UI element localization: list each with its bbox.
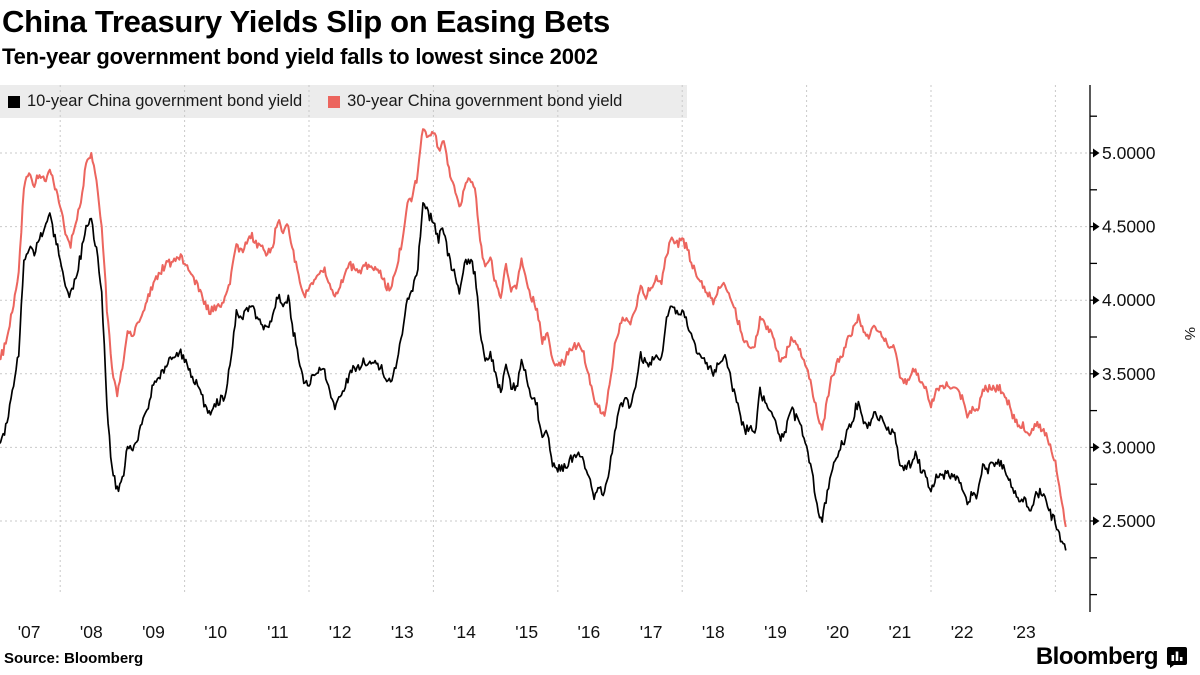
legend-label-30y: 30-year China government bond yield	[347, 92, 623, 110]
x-axis-tick-label: '21	[888, 622, 911, 642]
legend: 10-year China government bond yield 30-y…	[8, 85, 622, 118]
x-axis-tick-label: '10	[204, 622, 227, 642]
page-title: China Treasury Yields Slip on Easing Bet…	[2, 4, 610, 39]
x-axis-tick-label: '13	[391, 622, 414, 642]
legend-swatch-10y-icon	[8, 95, 20, 108]
legend-swatch-30y-icon	[328, 95, 341, 108]
source-note: Source: Bloomberg	[4, 650, 144, 667]
y-axis-tick-arrow-icon	[1093, 148, 1100, 158]
series-line-10y	[0, 201, 1067, 551]
legend-item-30y: 30-year China government bond yield	[328, 92, 622, 111]
legend-item-10y: 10-year China government bond yield	[8, 92, 302, 111]
x-axis-tick-label: '23	[1013, 622, 1036, 642]
y-axis-tick-label: 3.0000	[1102, 437, 1156, 457]
legend-label-10y: 10-year China government bond yield	[27, 92, 303, 110]
y-axis-tick-label: 4.5000	[1102, 217, 1156, 237]
y-axis-tick-arrow-icon	[1093, 516, 1100, 526]
y-axis-tick-label: 2.5000	[1102, 511, 1156, 531]
y-axis-tick-label: 4.0000	[1102, 290, 1156, 310]
page-subtitle: Ten-year government bond yield falls to …	[2, 44, 598, 69]
x-axis-tick-label: '19	[764, 622, 787, 642]
y-axis-tick-arrow-icon	[1093, 295, 1100, 305]
x-axis-tick-label: '14	[453, 622, 476, 642]
x-axis-tick-label: '22	[951, 622, 974, 642]
x-axis-tick-label: '16	[577, 622, 600, 642]
x-axis-tick-label: '20	[826, 622, 849, 642]
y-axis-tick-label: 5.0000	[1102, 143, 1156, 163]
x-axis-tick-label: '08	[80, 622, 103, 642]
x-axis-tick-label: '12	[329, 622, 352, 642]
y-axis-tick-arrow-icon	[1093, 442, 1100, 452]
series-line-30y	[0, 128, 1067, 528]
y-axis-tick-arrow-icon	[1093, 369, 1100, 379]
x-axis-tick-label: '07	[18, 622, 41, 642]
y-axis-tick-arrow-icon	[1093, 222, 1100, 232]
x-axis-tick-label: '09	[142, 622, 165, 642]
y-axis-tick-label: 3.5000	[1102, 364, 1156, 384]
bloomberg-logo-icon	[1167, 647, 1187, 668]
y-axis-unit-label: %	[1181, 327, 1198, 340]
legend-background	[0, 85, 687, 118]
bloomberg-wordmark: Bloomberg	[1035, 643, 1159, 670]
bloomberg-brand: Bloomberg	[1036, 643, 1188, 671]
x-axis-tick-label: '18	[702, 622, 725, 642]
x-axis-tick-label: '11	[267, 622, 289, 642]
x-axis-tick-label: '15	[515, 622, 538, 642]
x-axis-tick-label: '17	[640, 622, 663, 642]
